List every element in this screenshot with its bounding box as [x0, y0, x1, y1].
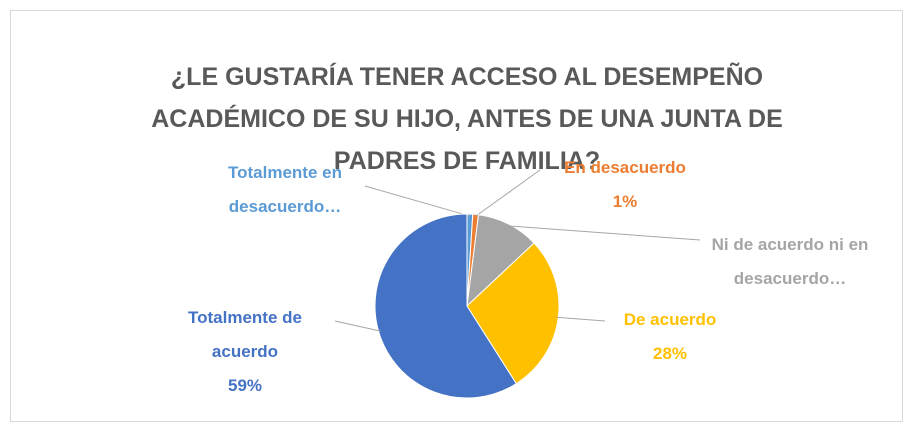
category-label: Totalmente de acuerdo — [188, 308, 302, 361]
category-label: Totalmente en desacuerdo… — [228, 163, 342, 216]
value-label: 59% — [227, 376, 263, 395]
category-label: De acuerdo — [623, 310, 717, 329]
leader-line — [334, 320, 381, 332]
category-label: Ni de acuerdo ni en desacuerdo… — [711, 235, 869, 288]
leader-line — [475, 169, 541, 217]
category-label: En desacuerdo — [564, 158, 686, 177]
data-label: Totalmente en desacuerdo… — [195, 156, 375, 224]
value-label: 1% — [612, 192, 638, 211]
leader-line — [556, 316, 606, 322]
chart-title: ¿LE GUSTARÍA TENER ACCESO AL DESEMPEÑO A… — [151, 63, 783, 175]
value-label: 28% — [652, 344, 688, 363]
leader-line — [364, 185, 470, 217]
leader-line — [507, 225, 701, 241]
data-label: Ni de acuerdo ni en desacuerdo… — [690, 228, 890, 296]
data-label: En desacuerdo 1% — [540, 151, 710, 219]
pie-slice — [374, 213, 517, 399]
data-label: Totalmente de acuerdo 59% — [160, 301, 330, 403]
data-label: De acuerdo 28% — [600, 303, 740, 371]
